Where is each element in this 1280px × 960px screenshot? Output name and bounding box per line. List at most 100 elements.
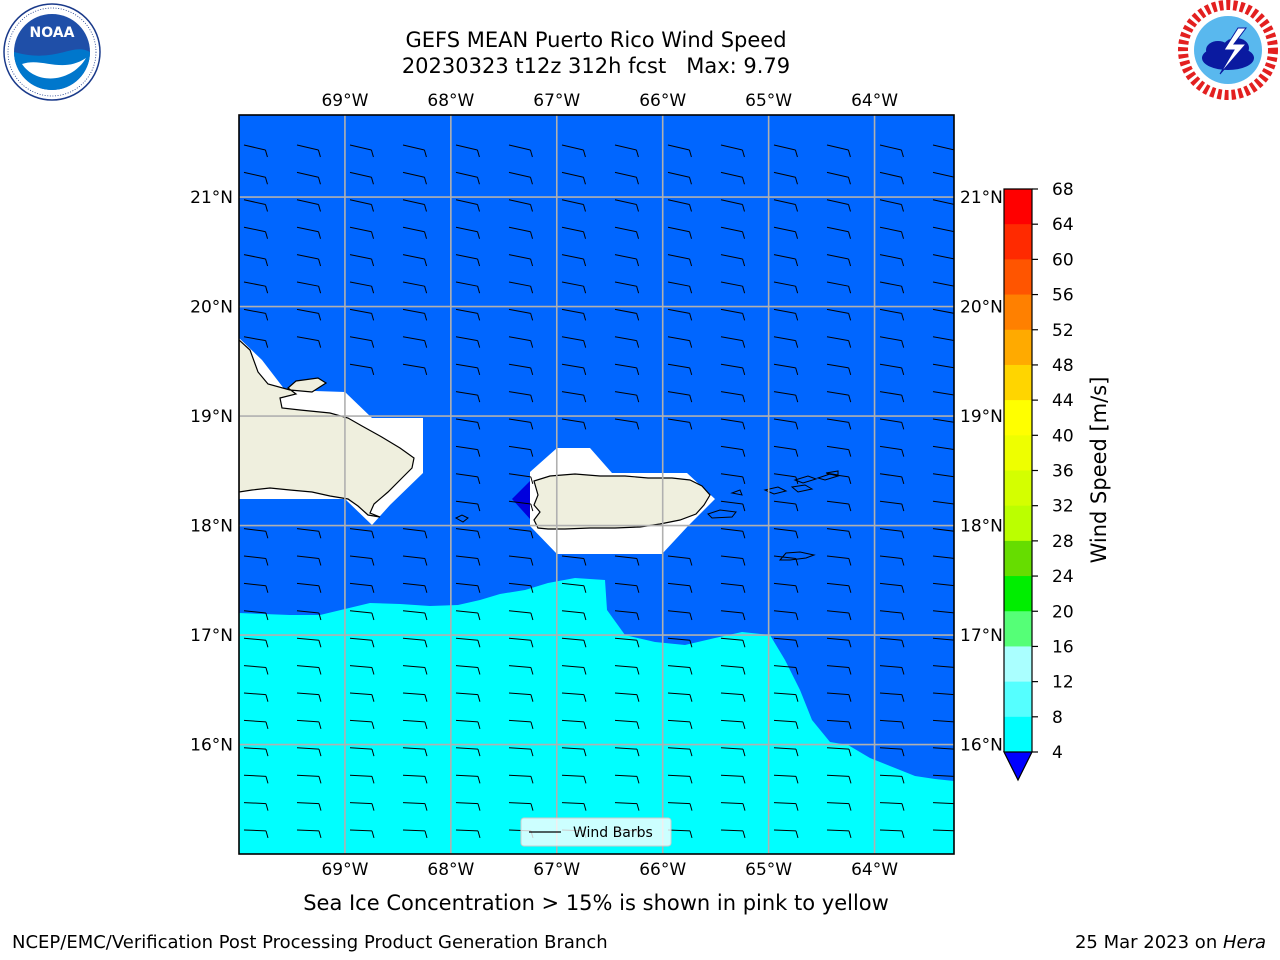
- wind-barb: [508, 665, 534, 675]
- colorbar-tick-label: 4: [1052, 743, 1063, 763]
- wind-barb: [349, 829, 375, 838]
- wind-barb: [720, 281, 746, 294]
- colorbar-segment: [1004, 364, 1032, 401]
- wind-barb: [296, 528, 322, 539]
- wind-barb: [826, 582, 852, 593]
- colorbar-segment: [1004, 400, 1032, 436]
- wind-barb: [614, 199, 639, 212]
- wind-barbs: [243, 144, 954, 838]
- wind-barb: [402, 254, 428, 267]
- wind-barb: [296, 747, 322, 757]
- wind-barb: [243, 144, 268, 158]
- wind-barb: [773, 665, 799, 675]
- footer-date: 25 Mar 2023 on Hera: [1075, 932, 1266, 953]
- wind-barb: [402, 363, 428, 376]
- wind-barb: [826, 719, 852, 730]
- lon-label-top: 69°W: [321, 91, 368, 111]
- lat-label-left: 19°N: [190, 407, 233, 427]
- wind-barb: [455, 363, 481, 376]
- wind-barb: [296, 336, 322, 348]
- colorbar-segment: [1004, 435, 1032, 471]
- wind-barb: [296, 637, 322, 648]
- st-thomas-island: [763, 486, 788, 495]
- wind-barb: [667, 829, 693, 838]
- wind-barb: [614, 254, 640, 267]
- wind-barb: [455, 199, 480, 212]
- wind-barb: [826, 144, 851, 158]
- wind-barb: [455, 774, 481, 784]
- wind-barb: [826, 171, 851, 185]
- wind-barb: [720, 610, 746, 621]
- wind-barb: [667, 281, 693, 294]
- wind-barb: [614, 308, 640, 321]
- wind-barb: [508, 582, 534, 593]
- wind-barb: [879, 199, 904, 212]
- colorbar-tick-label: 20: [1052, 602, 1074, 622]
- wind-barb: [773, 802, 799, 811]
- wind-barb: [879, 254, 905, 267]
- wind-barb: [402, 719, 428, 730]
- wind-barb: [508, 226, 534, 239]
- wind-barb: [614, 363, 640, 376]
- wind-barb: [296, 582, 322, 593]
- wind-barb: [826, 308, 852, 321]
- wind-barb: [243, 555, 269, 566]
- wind-barb: [508, 747, 534, 757]
- wind-barb: [932, 802, 954, 805]
- wind-barb: [296, 171, 321, 185]
- lon-label-top: 66°W: [639, 91, 686, 111]
- wind-barb: [243, 692, 269, 702]
- wind-barb: [932, 281, 954, 287]
- lat-label-right: 20°N: [960, 298, 1003, 318]
- wind-barb: [561, 281, 587, 294]
- wind-barb: [508, 171, 533, 185]
- wind-barb: [932, 363, 954, 369]
- wind-barb: [561, 336, 587, 348]
- wind-barb: [773, 500, 799, 512]
- wind-barb: [720, 171, 745, 185]
- lon-label-top: 68°W: [427, 91, 474, 111]
- wind-barb: [667, 254, 693, 267]
- wind-barb: [614, 610, 640, 621]
- wind-barb: [402, 637, 428, 648]
- wind-barb: [614, 171, 639, 185]
- wind-barb: [773, 226, 799, 239]
- colorbar-label: Wind Speed [m/s]: [1087, 377, 1111, 564]
- wind-barb: [826, 610, 852, 621]
- chart-title: GEFS MEAN Puerto Rico Wind Speed: [405, 28, 787, 52]
- lon-label-bottom: 64°W: [851, 860, 898, 880]
- wind-barb: [879, 391, 905, 403]
- colorbar-segment: [1004, 470, 1032, 507]
- wind-barb: [349, 281, 375, 294]
- wind-barb: [667, 336, 693, 348]
- wind-barb: [826, 445, 852, 457]
- lat-label-left: 18°N: [190, 517, 233, 537]
- wind-barb: [879, 610, 905, 621]
- colorbar-tick-label: 60: [1052, 250, 1074, 270]
- wind-barb: [561, 774, 587, 784]
- wind-barb: [773, 829, 799, 838]
- wind-barb: [879, 473, 905, 484]
- lon-label-top: 64°W: [851, 91, 898, 111]
- wind-barb: [614, 719, 640, 730]
- wind-barb: [879, 418, 905, 430]
- wind-barb: [879, 528, 905, 539]
- wind-barb: [296, 555, 322, 566]
- footer-machine: Hera: [1222, 932, 1266, 953]
- wind-barb: [296, 802, 322, 811]
- lat-label-right: 19°N: [960, 407, 1003, 427]
- wind-barb: [773, 473, 799, 484]
- mona-dark-patch: [512, 481, 530, 519]
- wind-barb: [773, 254, 799, 267]
- wind-barb: [720, 363, 746, 376]
- wind-barb: [932, 528, 954, 532]
- wind-barb: [561, 308, 587, 321]
- wind-barb: [561, 692, 587, 702]
- wind-barb: [720, 637, 746, 648]
- wind-barb: [667, 747, 693, 757]
- wind-barb: [349, 528, 375, 539]
- wind-barb: [508, 363, 534, 376]
- wind-barb: [720, 719, 746, 730]
- wind-barb: [296, 774, 322, 784]
- lon-label-bottom: 67°W: [533, 860, 580, 880]
